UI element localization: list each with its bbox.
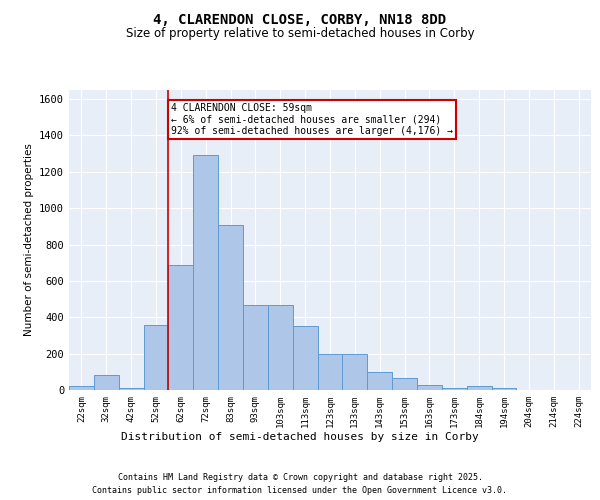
Bar: [417, 386, 442, 390]
Bar: [193, 156, 218, 390]
Text: Distribution of semi-detached houses by size in Corby: Distribution of semi-detached houses by …: [121, 432, 479, 442]
Text: Size of property relative to semi-detached houses in Corby: Size of property relative to semi-detach…: [125, 28, 475, 40]
Bar: [317, 354, 343, 390]
Text: 4 CLARENDON CLOSE: 59sqm
← 6% of semi-detached houses are smaller (294)
92% of s: 4 CLARENDON CLOSE: 59sqm ← 6% of semi-de…: [171, 102, 453, 136]
Bar: [367, 372, 392, 390]
Bar: [467, 386, 491, 390]
Bar: [218, 226, 243, 390]
Bar: [143, 324, 169, 390]
Bar: [392, 378, 417, 390]
Bar: [491, 388, 517, 390]
Bar: [94, 376, 119, 390]
Bar: [119, 388, 143, 390]
Bar: [69, 386, 94, 390]
Text: 4, CLARENDON CLOSE, CORBY, NN18 8DD: 4, CLARENDON CLOSE, CORBY, NN18 8DD: [154, 12, 446, 26]
Y-axis label: Number of semi-detached properties: Number of semi-detached properties: [23, 144, 34, 336]
Bar: [343, 354, 367, 390]
Text: Contains HM Land Registry data © Crown copyright and database right 2025.: Contains HM Land Registry data © Crown c…: [118, 472, 482, 482]
Bar: [268, 306, 293, 390]
Text: Contains public sector information licensed under the Open Government Licence v3: Contains public sector information licen…: [92, 486, 508, 495]
Bar: [243, 304, 268, 390]
Bar: [293, 326, 317, 390]
Bar: [169, 264, 193, 390]
Bar: [442, 388, 467, 390]
